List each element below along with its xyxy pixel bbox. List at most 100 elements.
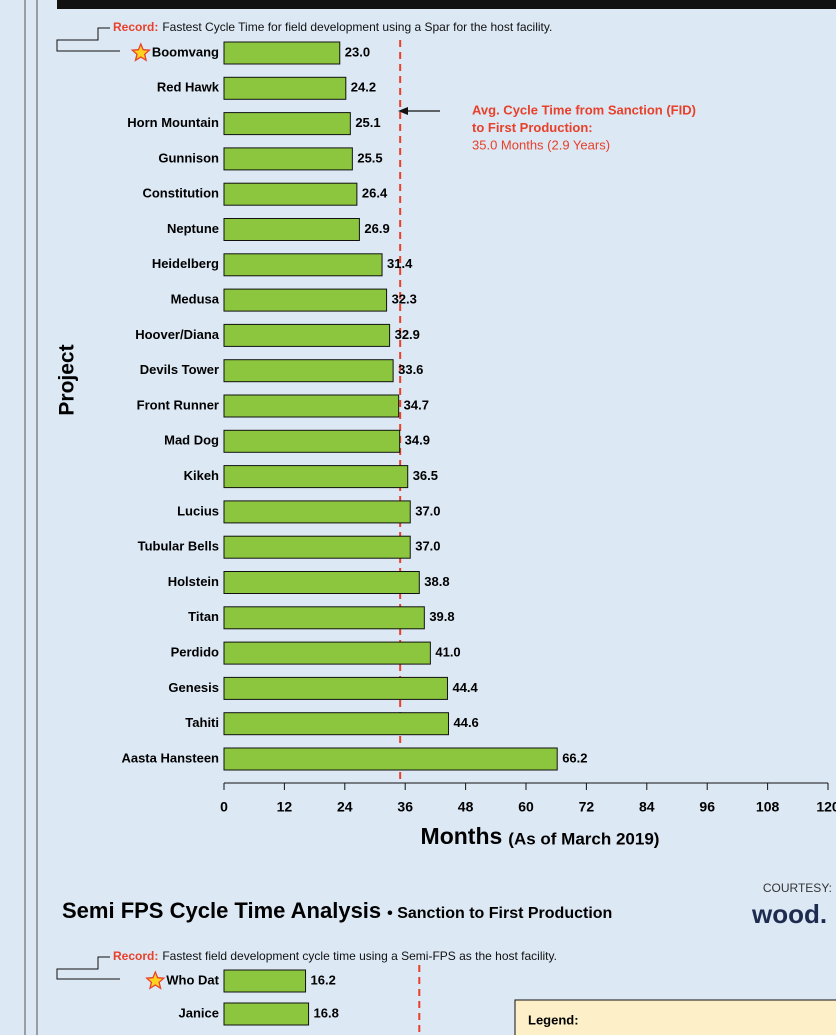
category-label: Horn Mountain: [127, 115, 219, 130]
x-tick-label: 24: [337, 799, 353, 815]
bar: [223, 429, 401, 453]
category-label: Front Runner: [137, 397, 219, 412]
category-label: Gunnison: [158, 150, 219, 165]
bar: [223, 323, 391, 347]
bar: [223, 1002, 310, 1026]
bar: [223, 253, 383, 277]
category-label: Who Dat: [166, 972, 219, 987]
x-axis-label: Months: [421, 823, 503, 849]
value-label: 41.0: [435, 645, 460, 660]
value-label: 44.4: [452, 680, 478, 695]
bar: [223, 147, 353, 171]
courtesy-label: COURTESY:: [763, 881, 832, 895]
x-tick-label: 12: [277, 799, 293, 815]
bar: [223, 747, 558, 771]
category-label: Tahiti: [185, 715, 219, 730]
record-bracket: [56, 27, 120, 52]
record-text: Fastest field development cycle time usi…: [162, 949, 557, 963]
category-label: Holstein: [168, 574, 219, 589]
title-band: [57, 0, 836, 9]
value-label: 32.3: [392, 292, 417, 307]
category-label: Mad Dog: [164, 433, 219, 448]
value-label: 37.0: [415, 503, 440, 518]
bar: [223, 500, 411, 524]
category-label: Devils Tower: [140, 362, 219, 377]
category-label: Genesis: [168, 680, 219, 695]
x-tick-label: 84: [639, 799, 655, 815]
x-tick-label: 36: [397, 799, 413, 815]
category-label: Boomvang: [152, 44, 219, 59]
bar: [223, 571, 420, 594]
category-label: Heidelberg: [152, 256, 219, 271]
x-tick-label: 108: [756, 799, 780, 815]
bar: [223, 712, 449, 736]
x-tick-label: 0: [220, 799, 228, 815]
bar: [223, 676, 448, 700]
bar: [223, 465, 409, 489]
value-label: 25.5: [357, 150, 382, 165]
bar: [223, 969, 307, 993]
record-star: [145, 970, 166, 990]
section-title: Semi FPS Cycle Time Analysis: [62, 898, 381, 923]
category-label: Lucius: [177, 503, 219, 518]
bar: [223, 394, 400, 418]
value-label: 36.5: [413, 468, 438, 483]
average-annotation: to First Production:: [472, 120, 593, 135]
bar: [223, 288, 388, 312]
value-label: 32.9: [395, 327, 420, 342]
legend-title: Legend:: [528, 1012, 579, 1027]
category-label: Titan: [188, 609, 219, 624]
bar: [223, 535, 411, 559]
value-label: 23.0: [345, 44, 370, 59]
category-label: Constitution: [142, 186, 219, 201]
bar: [223, 606, 425, 630]
legend-box: [514, 999, 836, 1035]
record-label: Record:: [113, 20, 158, 34]
category-label: Red Hawk: [157, 80, 220, 95]
y-axis-label: Project: [56, 344, 79, 415]
x-tick-label: 72: [579, 799, 595, 815]
value-label: 34.7: [404, 397, 429, 412]
category-label: Medusa: [171, 292, 220, 307]
category-label: Neptune: [167, 221, 219, 236]
bar: [223, 218, 360, 241]
courtesy-logo: wood.: [751, 899, 827, 929]
value-label: 24.2: [351, 80, 376, 95]
bar: [223, 641, 431, 665]
value-label: 66.2: [562, 750, 587, 765]
value-label: 34.9: [405, 433, 430, 448]
category-label: Aasta Hansteen: [121, 750, 219, 765]
average-arrowhead: [398, 107, 408, 115]
record-star: [130, 42, 151, 62]
category-label: Tubular Bells: [138, 539, 219, 554]
average-annotation: 35.0 Months (2.9 Years): [472, 137, 610, 152]
category-label: Perdido: [171, 645, 219, 660]
bar: [223, 182, 358, 206]
category-label: Kikeh: [184, 468, 219, 483]
section-subtitle: • Sanction to First Production: [387, 905, 612, 922]
value-label: 25.1: [355, 115, 380, 130]
category-label: Hoover/Diana: [135, 327, 220, 342]
bar: [223, 112, 351, 136]
bar: [223, 41, 341, 65]
x-tick-label: 96: [699, 799, 715, 815]
value-label: 16.8: [314, 1005, 339, 1020]
value-label: 31.4: [387, 256, 413, 271]
record-bracket: [56, 956, 120, 980]
x-tick-label: 60: [518, 799, 534, 815]
x-axis-note: (As of March 2019): [508, 829, 659, 848]
record-text: Fastest Cycle Time for field development…: [162, 20, 552, 34]
record-label: Record:: [113, 949, 158, 963]
value-label: 33.6: [398, 362, 423, 377]
category-label: Janice: [179, 1005, 219, 1020]
value-label: 26.9: [364, 221, 389, 236]
bar: [223, 76, 347, 100]
value-label: 44.6: [453, 715, 478, 730]
x-tick-label: 120: [816, 799, 836, 815]
average-annotation: Avg. Cycle Time from Sanction (FID): [472, 102, 696, 117]
x-tick-label: 48: [458, 799, 474, 815]
bar: [223, 359, 394, 383]
value-label: 39.8: [429, 609, 454, 624]
